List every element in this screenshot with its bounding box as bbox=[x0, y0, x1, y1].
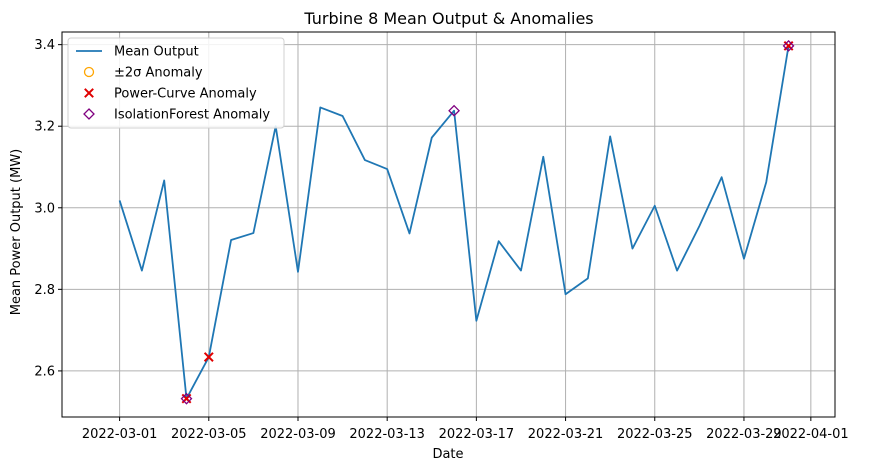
legend-marker-swatch bbox=[84, 88, 94, 98]
diamond-anomaly-point bbox=[448, 104, 460, 117]
x-marker-stroke bbox=[203, 352, 214, 362]
y-tick-label: 3.4 bbox=[34, 38, 55, 53]
diamond-anomaly-point bbox=[782, 39, 795, 52]
legend-marker-swatch bbox=[83, 66, 95, 78]
y-axis-label: Mean Power Output (MW) bbox=[9, 149, 24, 316]
x-axis-ticks: 2022-03-01 2022-03-05 2022-03-09 2022-03-13… bbox=[82, 417, 849, 442]
x-tick-label: 2022-03-21 bbox=[528, 427, 604, 442]
y-tick-label: 3.0 bbox=[34, 201, 55, 216]
y-tick-label: 2.8 bbox=[34, 283, 55, 298]
legend-label: Mean Output bbox=[114, 45, 199, 60]
x-tick-label: 2022-03-13 bbox=[349, 427, 425, 442]
x-tick-label: 2022-03-29 bbox=[706, 427, 782, 442]
x-tick-label: 2022-03-25 bbox=[617, 427, 693, 442]
plot-frame bbox=[61, 31, 836, 418]
legend-label: IsolationForest Anomaly bbox=[114, 108, 270, 123]
x-axis-label: Date bbox=[432, 447, 463, 462]
x-tick-label: 2022-03-05 bbox=[171, 427, 247, 442]
x-tick-label: 2022-03-09 bbox=[260, 427, 336, 442]
y-tick-label: 3.2 bbox=[34, 120, 55, 135]
mean-output-line bbox=[118, 45, 790, 400]
series-layer bbox=[118, 45, 790, 400]
x-marker-stroke bbox=[84, 88, 94, 98]
grid bbox=[62, 32, 835, 417]
legend-box bbox=[67, 37, 285, 129]
diamond-anomaly-point bbox=[180, 392, 193, 405]
y-tick-label: 2.6 bbox=[34, 364, 55, 379]
legend-label: Power-Curve Anomaly bbox=[114, 87, 257, 102]
legend-marker-swatch bbox=[83, 108, 95, 120]
y-axis-ticks: 2.6 2.8 3.0 3.2 3.4 bbox=[34, 38, 62, 379]
x-tick-label: 2022-03-17 bbox=[439, 427, 515, 442]
chart-title: Turbine 8 Mean Output & Anomalies bbox=[303, 9, 593, 28]
x-tick-label: 2022-03-01 bbox=[82, 427, 158, 442]
markers-layer bbox=[180, 39, 795, 405]
legend: Mean Output ±2σ Anomaly Power-Curve Anomal… bbox=[67, 37, 285, 129]
x-anomaly-point bbox=[203, 352, 214, 362]
legend-label: ±2σ Anomaly bbox=[114, 66, 203, 81]
x-tick-label: 2022-04-01 bbox=[773, 427, 849, 442]
